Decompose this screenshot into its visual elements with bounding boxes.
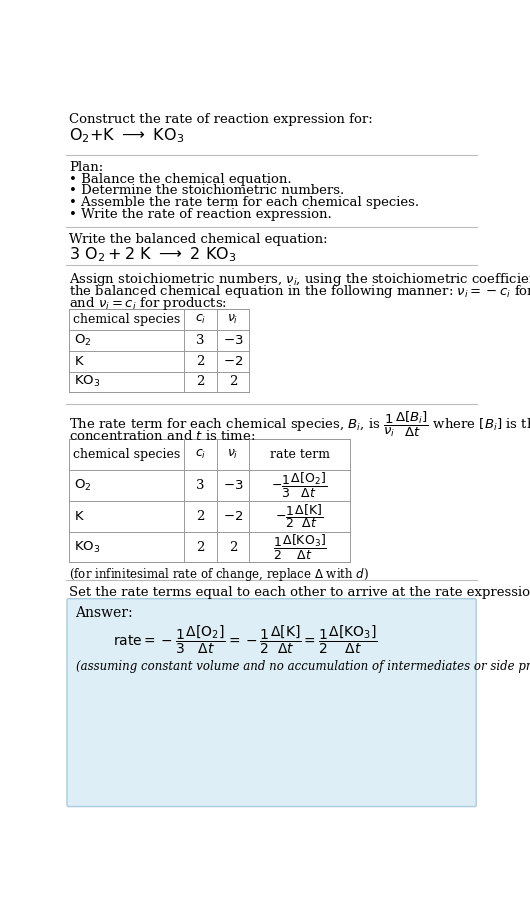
Text: $\mathrm{O_2}$: $\mathrm{O_2}$ bbox=[74, 478, 92, 493]
Text: (for infinitesimal rate of change, replace $\Delta$ with $d$): (for infinitesimal rate of change, repla… bbox=[69, 567, 369, 583]
Text: • Write the rate of reaction expression.: • Write the rate of reaction expression. bbox=[69, 208, 332, 221]
Text: $-2$: $-2$ bbox=[223, 355, 243, 368]
Text: 2: 2 bbox=[228, 375, 237, 389]
Text: $\mathrm{rate} = -\dfrac{1}{3}\dfrac{\Delta[\mathrm{O_2}]}{\Delta t} = -\dfrac{1: $\mathrm{rate} = -\dfrac{1}{3}\dfrac{\De… bbox=[113, 623, 378, 656]
Text: $c_i$: $c_i$ bbox=[195, 449, 206, 461]
Text: $-3$: $-3$ bbox=[223, 479, 243, 492]
Text: chemical species: chemical species bbox=[73, 313, 180, 326]
Text: $-\dfrac{1}{3}\dfrac{\Delta[\mathrm{O_2}]}{\Delta t}$: $-\dfrac{1}{3}\dfrac{\Delta[\mathrm{O_2}… bbox=[271, 471, 328, 500]
Text: $\mathrm{O_2}$: $\mathrm{O_2}$ bbox=[74, 333, 92, 348]
Text: $\mathrm{K}$: $\mathrm{K}$ bbox=[74, 509, 85, 523]
Text: 3: 3 bbox=[196, 479, 205, 492]
Text: Answer:: Answer: bbox=[76, 607, 133, 620]
Text: 2: 2 bbox=[196, 509, 205, 523]
Text: $\mathrm{3\ O_2 + 2\ K\ \longrightarrow\ 2\ KO_3}$: $\mathrm{3\ O_2 + 2\ K\ \longrightarrow\… bbox=[69, 245, 237, 264]
Text: (assuming constant volume and no accumulation of intermediates or side products): (assuming constant volume and no accumul… bbox=[76, 660, 530, 673]
FancyBboxPatch shape bbox=[67, 598, 476, 806]
Text: 2: 2 bbox=[196, 375, 205, 389]
Text: $-3$: $-3$ bbox=[223, 334, 243, 347]
Text: $\nu_i$: $\nu_i$ bbox=[227, 449, 238, 461]
Text: 2: 2 bbox=[228, 540, 237, 554]
Text: • Balance the chemical equation.: • Balance the chemical equation. bbox=[69, 173, 292, 186]
Text: Set the rate terms equal to each other to arrive at the rate expression:: Set the rate terms equal to each other t… bbox=[69, 587, 530, 599]
Text: Construct the rate of reaction expression for:: Construct the rate of reaction expressio… bbox=[69, 113, 373, 126]
Text: • Assemble the rate term for each chemical species.: • Assemble the rate term for each chemic… bbox=[69, 196, 419, 209]
Text: 2: 2 bbox=[196, 540, 205, 554]
Bar bbox=[69, 439, 350, 562]
Text: $-2$: $-2$ bbox=[223, 509, 243, 523]
Text: $\dfrac{1}{2}\dfrac{\Delta[\mathrm{KO_3}]}{\Delta t}$: $\dfrac{1}{2}\dfrac{\Delta[\mathrm{KO_3}… bbox=[272, 533, 326, 561]
Text: $\mathrm{KO_3}$: $\mathrm{KO_3}$ bbox=[74, 539, 100, 555]
Text: Plan:: Plan: bbox=[69, 162, 103, 174]
Bar bbox=[69, 309, 249, 392]
Text: and $\nu_i = c_i$ for products:: and $\nu_i = c_i$ for products: bbox=[69, 294, 227, 311]
Text: • Determine the stoichiometric numbers.: • Determine the stoichiometric numbers. bbox=[69, 184, 344, 197]
Text: Write the balanced chemical equation:: Write the balanced chemical equation: bbox=[69, 233, 328, 246]
Text: $\nu_i$: $\nu_i$ bbox=[227, 313, 238, 326]
Text: concentration and $t$ is time:: concentration and $t$ is time: bbox=[69, 429, 256, 442]
Text: $\mathrm{O_2}$$\mathrm{+K\ \longrightarrow\ KO_3}$: $\mathrm{O_2}$$\mathrm{+K\ \longrightarr… bbox=[69, 126, 184, 144]
Text: Assign stoichiometric numbers, $\nu_i$, using the stoichiometric coefficients, $: Assign stoichiometric numbers, $\nu_i$, … bbox=[69, 271, 530, 289]
Text: $c_i$: $c_i$ bbox=[195, 313, 206, 326]
Text: $\mathrm{KO_3}$: $\mathrm{KO_3}$ bbox=[74, 374, 100, 390]
Text: The rate term for each chemical species, $B_i$, is $\dfrac{1}{\nu_i}\dfrac{\Delt: The rate term for each chemical species,… bbox=[69, 410, 530, 439]
Text: $\mathrm{K}$: $\mathrm{K}$ bbox=[74, 355, 85, 368]
Text: 2: 2 bbox=[196, 355, 205, 368]
Text: rate term: rate term bbox=[270, 449, 330, 461]
Text: the balanced chemical equation in the following manner: $\nu_i = -c_i$ for react: the balanced chemical equation in the fo… bbox=[69, 283, 530, 300]
Bar bbox=[69, 439, 350, 562]
Text: 3: 3 bbox=[196, 334, 205, 347]
Bar bbox=[69, 309, 249, 392]
Text: chemical species: chemical species bbox=[73, 449, 180, 461]
Text: $-\dfrac{1}{2}\dfrac{\Delta[\mathrm{K}]}{\Delta t}$: $-\dfrac{1}{2}\dfrac{\Delta[\mathrm{K}]}… bbox=[275, 502, 324, 530]
